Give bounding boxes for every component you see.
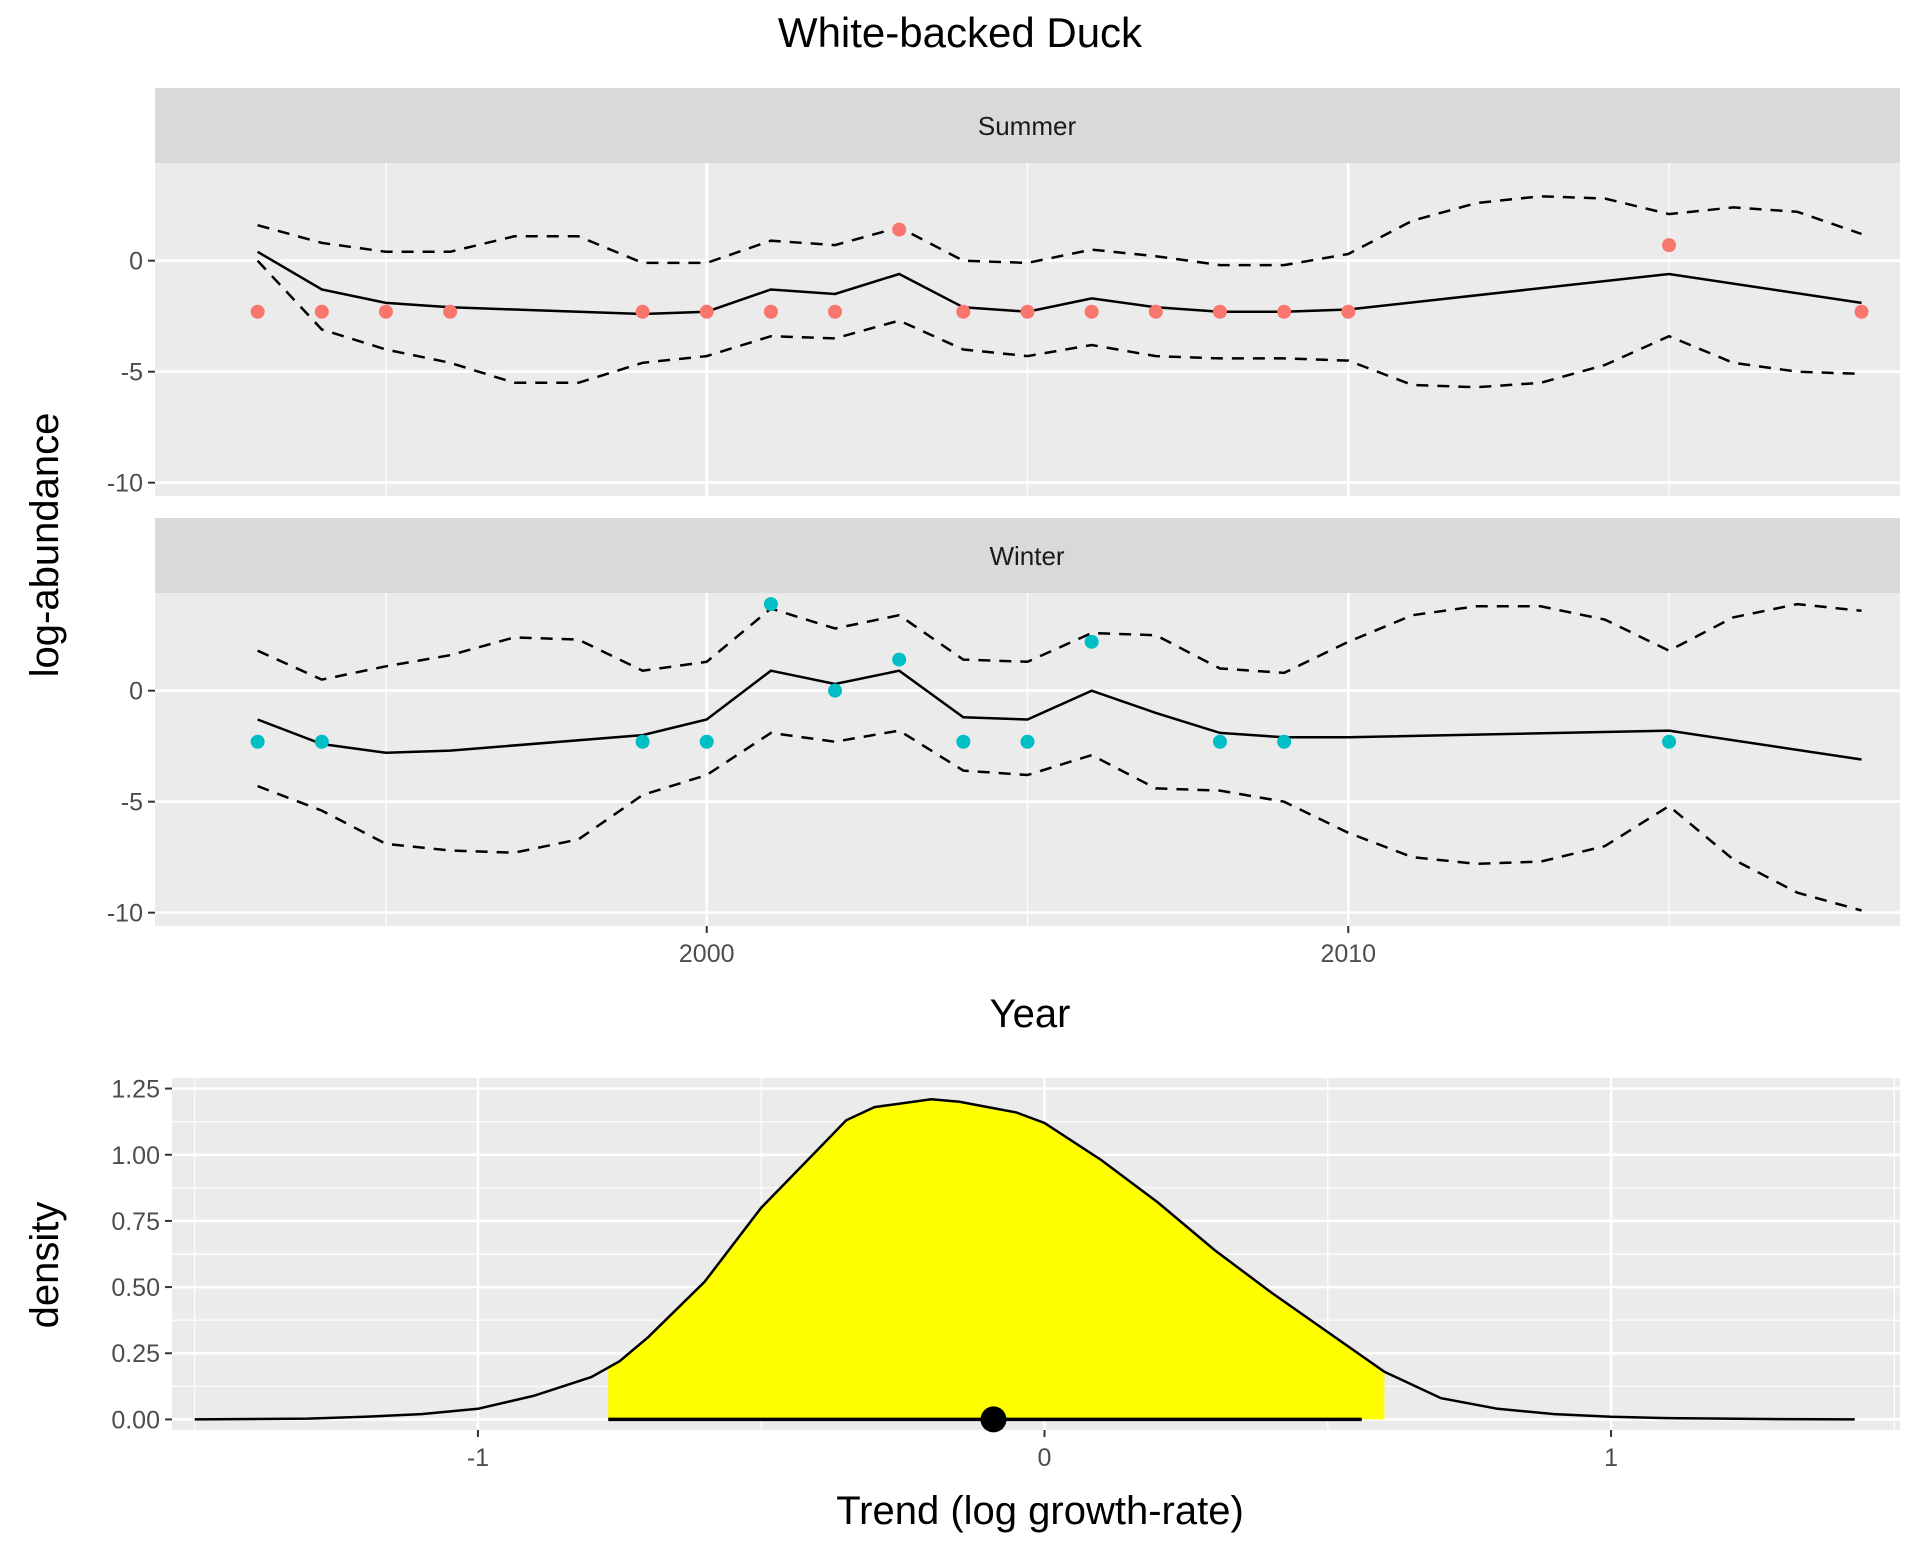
winter-observed-point [1662,734,1677,749]
summer-observed-point [1662,238,1677,253]
strip-label-summer: Summer [978,111,1077,141]
y-tick-label: -5 [121,789,143,817]
summer-observed-point [250,304,265,319]
winter-observed-point [699,734,714,749]
summer-observed-point [314,304,329,319]
winter-observed-point [1084,634,1099,649]
panel-density: 0.00 0.25 0.50 0.75 1.00 1.25 -1 0 1 [111,1076,1900,1472]
y-tick-label: 1.00 [111,1142,160,1170]
x-tick-label: -1 [467,1444,489,1472]
summer-observed-point [443,304,458,319]
x-tick-label: 1 [1604,1444,1618,1472]
y-tick-label: 0.25 [111,1340,160,1368]
x-tick-label: 2000 [679,940,735,968]
summer-observed-point [1212,304,1227,319]
winter-observed-point [635,734,650,749]
summer-observed-point [1277,304,1292,319]
summer-observed-point [763,304,778,319]
x-tick-label: 0 [1038,1444,1052,1472]
y-tick-label: -5 [121,359,143,387]
summer-observed-point [635,304,650,319]
x-axis-title-bottom: Trend (log growth-rate) [836,1489,1244,1533]
y-tick-label: 0 [129,678,143,706]
winter-observed-point [1277,734,1292,749]
panel-winter: 0 -5 -10 2000 2010 [107,593,1900,968]
winter-upper-line [257,602,1862,681]
summer-observed-point [828,304,843,319]
summer-observed-point [378,304,393,319]
summer-observed-point [1341,304,1356,319]
summer-observed-point [1854,304,1869,319]
strip-label-winter: Winter [989,541,1064,571]
strip-summer [155,88,1900,163]
y-tick-label: 0.50 [111,1274,160,1302]
y-axis-title-bottom: density [23,1202,67,1329]
density-curve [194,1097,1855,1421]
y-tick-label: -10 [107,900,143,928]
winter-observed-point [314,734,329,749]
winter-observed-point [1212,734,1227,749]
summer-observed-point [956,304,971,319]
summer-observed-point [699,304,714,319]
strip-winter [155,518,1900,593]
winter-observed-point [892,652,907,667]
x-tick-label: 2010 [1320,940,1376,968]
y-tick-label: 1.25 [111,1076,160,1104]
summer-observed-point [1148,304,1163,319]
density-fill [608,1099,1385,1420]
winter-observed-point [828,683,843,698]
chart-title: White-backed Duck [778,9,1143,56]
winter-observed-point [763,597,778,612]
summer-observed-point [1020,304,1035,319]
x-axis-title-top: Year [990,992,1071,1036]
summer-upper-line [257,195,1862,267]
winter-observed-point [956,734,971,749]
summer-observed-point [892,222,907,237]
point-estimate [980,1406,1007,1433]
summer-estimate-line [256,250,1862,316]
winter-estimate-line [257,669,1862,761]
y-tick-label: 0.00 [111,1406,160,1434]
summer-lower-line [256,259,1862,389]
y-tick-label: 0 [129,248,143,276]
y-axis-title-top: log-abundance [23,413,67,678]
summer-observed-point [1084,304,1099,319]
y-tick-label: 0.75 [111,1208,160,1236]
panel-summer: 0 -5 -10 [107,163,1900,498]
winter-observed-point [1020,734,1035,749]
winter-lower-line [257,729,1862,912]
winter-observed-point [250,734,265,749]
y-tick-label: -10 [107,470,143,498]
